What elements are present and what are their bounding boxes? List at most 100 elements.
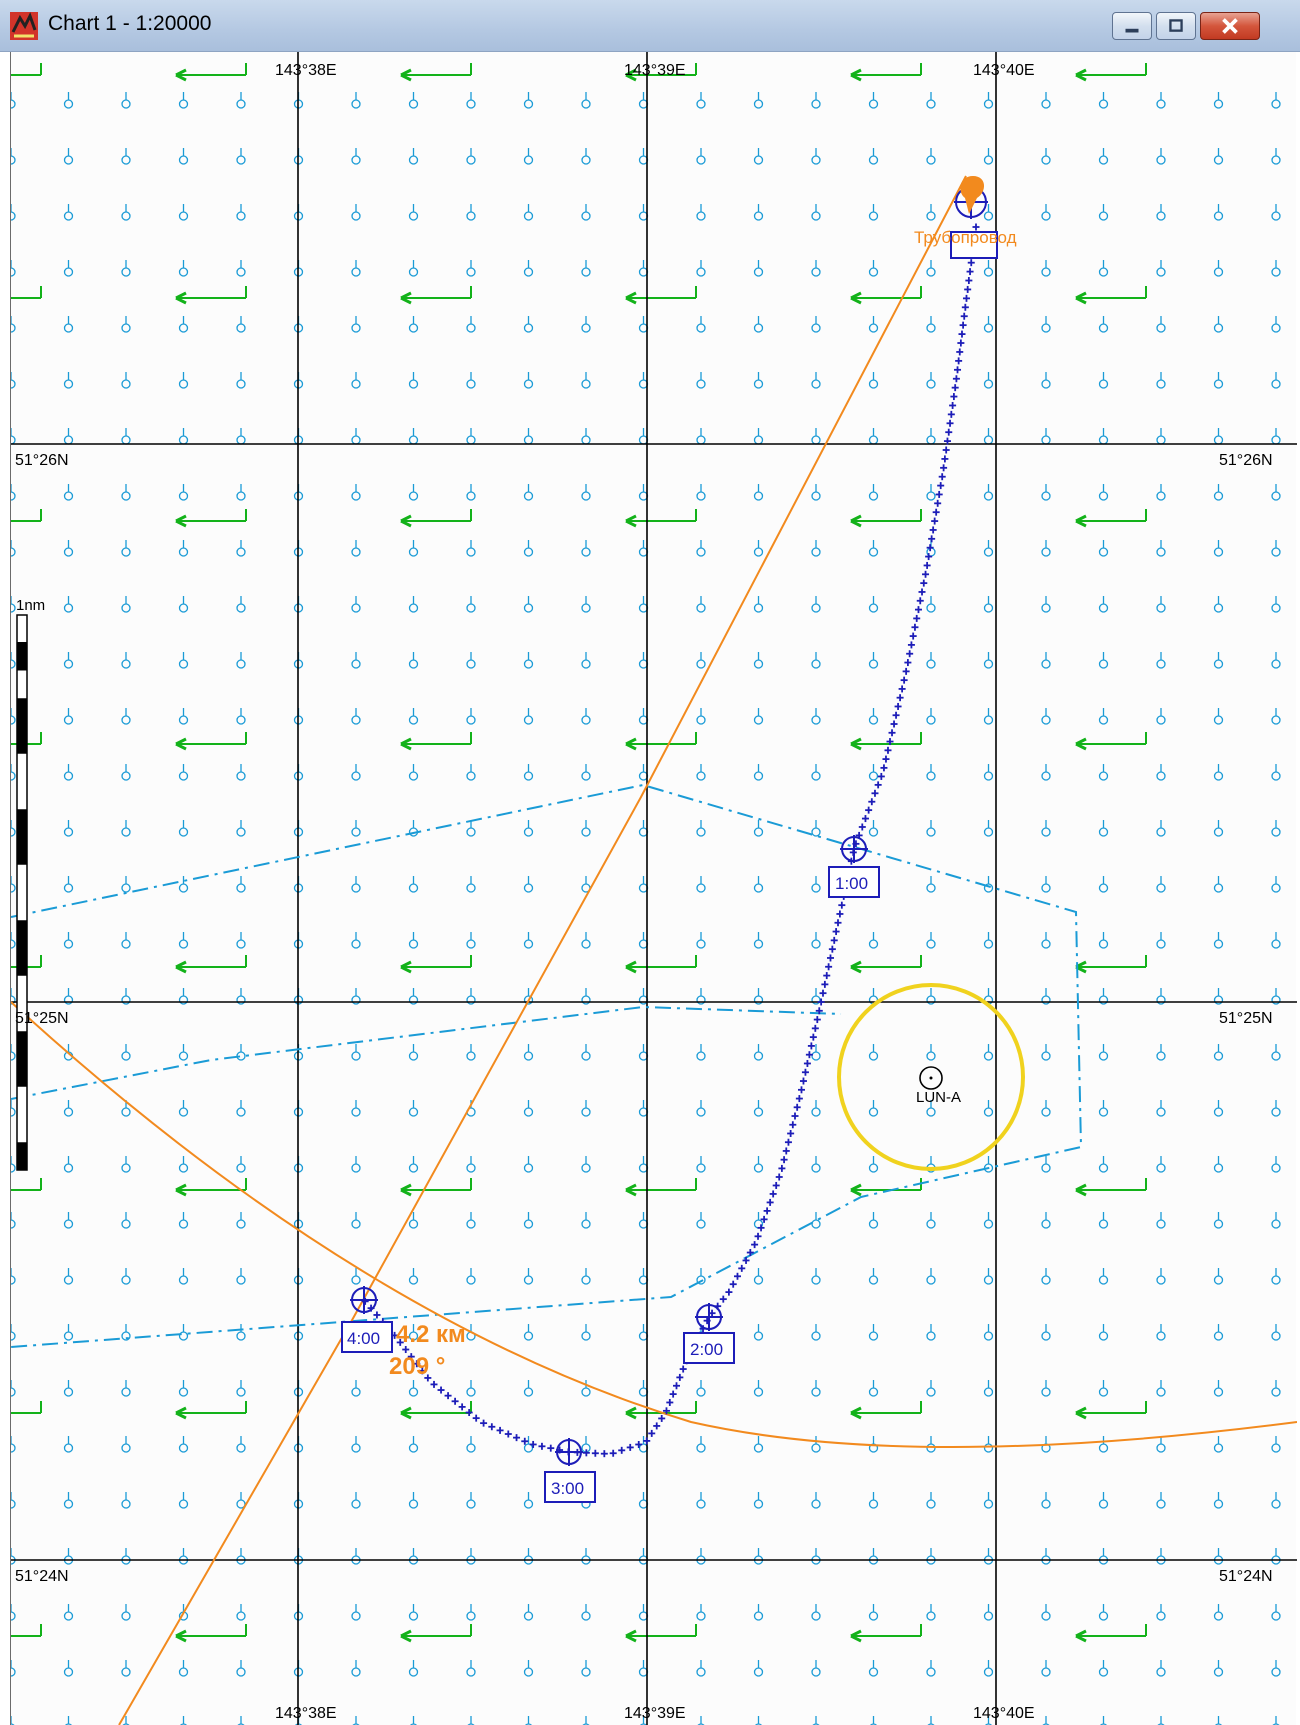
current-symbol-icon (811, 1100, 821, 1117)
track-point-icon (648, 1429, 656, 1437)
title-bar[interactable]: Chart 1 - 1:20000 (0, 0, 1300, 52)
current-symbol-icon (466, 652, 476, 669)
track-point-icon (902, 667, 910, 675)
waypoint-4[interactable]: 4:00 (341, 1286, 393, 1353)
current-symbol-icon (351, 1660, 361, 1677)
current-symbol-icon (11, 260, 16, 277)
current-symbol-icon (753, 484, 764, 501)
current-symbol-icon (926, 260, 936, 277)
current-symbol-icon (351, 988, 361, 1005)
minimize-button[interactable] (1112, 12, 1152, 40)
wind-arrow-icon (11, 509, 42, 522)
current-symbol-icon (466, 372, 476, 389)
current-symbol-icon (581, 1156, 591, 1173)
track-point-icon (465, 1409, 473, 1417)
current-symbol-icon (753, 932, 764, 949)
waypoint-1[interactable]: 1:00 (828, 835, 880, 898)
nautical-chart[interactable]: LUN-A 1:00 2:00 (11, 52, 1297, 1725)
track-point-icon (955, 357, 963, 365)
current-symbol-icon (523, 876, 534, 893)
current-symbol-icon (811, 1548, 821, 1565)
current-symbol-icon (237, 1716, 245, 1725)
current-symbol-icon (1271, 1044, 1281, 1061)
current-symbol-icon (1041, 484, 1051, 501)
wind-arrow-icon (850, 509, 922, 528)
current-symbol-icon (121, 1156, 131, 1173)
current-symbol-icon (868, 1436, 879, 1453)
track-point-icon (754, 1232, 762, 1240)
safety-circle-group[interactable]: LUN-A (837, 983, 1025, 1171)
current-symbol-icon (351, 260, 361, 277)
current-symbol-icon (1272, 1716, 1280, 1725)
wind-arrow-icon (1075, 1624, 1147, 1643)
waypoint-2[interactable]: 2:00 (683, 1303, 735, 1364)
current-symbol-icon (1041, 1268, 1051, 1285)
current-symbol-icon (1156, 988, 1166, 1005)
current-symbol-icon (11, 1044, 16, 1061)
track-point-icon (729, 1280, 737, 1288)
current-symbol-icon (811, 652, 821, 669)
current-symbol-icon (696, 1436, 706, 1453)
current-symbol-icon (178, 428, 189, 445)
current-symbol-icon (1041, 428, 1051, 445)
current-symbol-icon (408, 1156, 419, 1173)
current-symbol-icon (1271, 708, 1281, 725)
close-button[interactable] (1200, 12, 1260, 40)
track-point-icon (618, 1446, 626, 1454)
maximize-button[interactable] (1156, 12, 1196, 40)
current-symbol-icon (811, 596, 821, 613)
current-symbol-icon (753, 92, 764, 109)
track-point-icon (858, 823, 866, 831)
current-symbol-icon (1156, 1604, 1166, 1621)
wind-arrow-icon (625, 286, 697, 305)
current-symbol-icon (1156, 652, 1166, 669)
current-symbol-icon (1098, 372, 1109, 389)
lat-label-left-2: 51°25N (15, 1010, 69, 1027)
current-symbol-icon (926, 652, 936, 669)
current-symbol-icon (1041, 148, 1051, 165)
current-symbol-icon (236, 1100, 246, 1117)
waypoint-3[interactable]: 3:00 (544, 1438, 596, 1503)
current-symbol-icon (523, 596, 534, 613)
wind-arrow-icon (175, 955, 247, 974)
chart-map-area[interactable]: LUN-A 1:00 2:00 (10, 52, 1297, 1725)
current-symbol-icon (926, 820, 936, 837)
current-symbol-icon (868, 148, 879, 165)
current-symbol-icon (926, 1492, 936, 1509)
current-symbol-icon (466, 428, 476, 445)
current-symbol-icon (696, 204, 706, 221)
current-symbol-icon (408, 316, 419, 333)
current-symbol-icon (983, 1044, 994, 1061)
track-point-icon (888, 729, 896, 737)
current-symbol-icon (926, 1212, 936, 1229)
current-symbol-icon (811, 540, 821, 557)
track-point-icon (896, 694, 904, 702)
track-point-icon (925, 553, 933, 561)
current-symbol-icon (11, 652, 16, 669)
track-point-icon (916, 597, 924, 605)
current-symbol-icon (983, 876, 994, 893)
pipeline-marker[interactable]: Трубопровод (914, 176, 1017, 259)
current-symbol-icon (1156, 1212, 1166, 1229)
current-symbol-icon (1041, 1044, 1051, 1061)
current-symbol-icon (1156, 820, 1166, 837)
track-point-icon (766, 1198, 774, 1206)
current-symbol-icon (868, 484, 879, 501)
current-symbol-icon (523, 92, 534, 109)
current-symbol-icon (466, 540, 476, 557)
current-symbol-icon (351, 1156, 361, 1173)
current-symbol-icon (1098, 820, 1109, 837)
current-symbol-icon (926, 316, 936, 333)
current-symbol-icon (121, 708, 131, 725)
current-symbol-icon (523, 372, 534, 389)
current-symbol-icon (983, 764, 994, 781)
current-symbol-icon (581, 428, 591, 445)
vessel-track[interactable] (361, 223, 980, 1458)
current-symbol-icon (1156, 204, 1166, 221)
current-symbol-icon (696, 1268, 706, 1285)
current-symbol-icon (11, 428, 16, 445)
current-symbol-icon (1213, 1212, 1224, 1229)
current-symbol-icon (1098, 1268, 1109, 1285)
current-symbol-icon (63, 652, 74, 669)
track-point-icon (874, 781, 882, 789)
